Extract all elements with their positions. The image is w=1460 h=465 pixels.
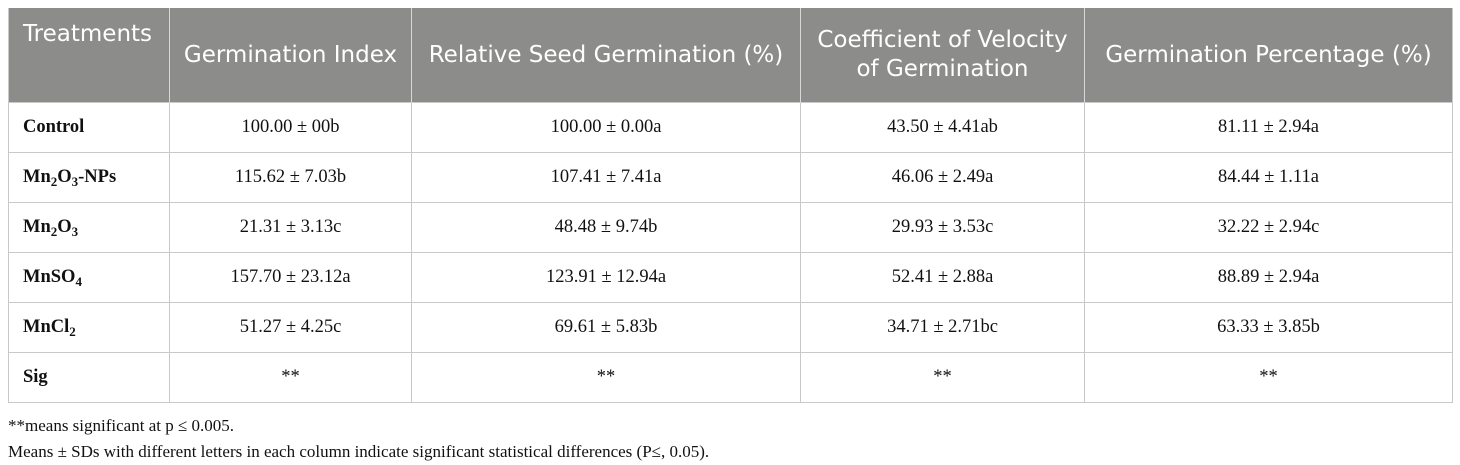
coefficient-of-velocity-cell: 52.41 ± 2.88a xyxy=(800,252,1085,303)
germination-index-cell: 51.27 ± 4.25c xyxy=(169,302,412,353)
treatment-label: Mn2O3 xyxy=(8,202,170,253)
header-treatments: Treatments xyxy=(8,8,170,103)
treatment-label: Control xyxy=(8,102,170,153)
table-row: Sig ** ** ** ** xyxy=(8,352,1453,403)
footnote-significance: **means significant at p ≤ 0.005. xyxy=(8,416,235,435)
germination-index-cell: 21.31 ± 3.13c xyxy=(169,202,412,253)
relative-seed-germination-cell: 107.41 ± 7.41a xyxy=(411,152,801,203)
subscript: 2 xyxy=(50,224,58,239)
coefficient-of-velocity-cell: 43.50 ± 4.41ab xyxy=(800,102,1085,153)
table-header: Treatments Germination Index Relative Se… xyxy=(8,8,1453,103)
germination-percentage-cell: 32.22 ± 2.94c xyxy=(1084,202,1453,253)
treatment-label: MnSO4 xyxy=(8,252,170,303)
header-coefficient-of-velocity: Coefficient of Velocity of Germination xyxy=(800,8,1085,103)
table-row: Mn2O3 21.31 ± 3.13c 48.48 ± 9.74b 29.93 … xyxy=(8,202,1453,253)
germination-percentage-cell: 84.44 ± 1.11a xyxy=(1084,152,1453,203)
germination-index-cell: 100.00 ± 00b xyxy=(169,102,412,153)
relative-seed-germination-cell: 100.00 ± 0.00a xyxy=(411,102,801,153)
table-row: MnSO4 157.70 ± 23.12a 123.91 ± 12.94a 52… xyxy=(8,252,1453,303)
coefficient-of-velocity-cell: 34.71 ± 2.71bc xyxy=(800,302,1085,353)
subscript: 3 xyxy=(71,224,79,239)
table-row: MnCl2 51.27 ± 4.25c 69.61 ± 5.83b 34.71 … xyxy=(8,302,1453,353)
subscript: 4 xyxy=(75,274,82,289)
germination-index-cell: 157.70 ± 23.12a xyxy=(169,252,412,303)
footnote-means: Means ± SDs with different letters in ea… xyxy=(8,442,710,461)
results-table: Treatments Germination Index Relative Se… xyxy=(8,8,1453,403)
relative-seed-germination-cell: ** xyxy=(411,352,801,403)
relative-seed-germination-cell: 69.61 ± 5.83b xyxy=(411,302,801,353)
germination-percentage-cell: ** xyxy=(1084,352,1453,403)
germination-percentage-cell: 63.33 ± 3.85b xyxy=(1084,302,1453,353)
treatment-label: Mn2O3-NPs xyxy=(8,152,170,203)
subscript: 2 xyxy=(50,174,58,189)
subscript: 2 xyxy=(69,324,76,339)
subscript: 3 xyxy=(71,174,79,189)
coefficient-of-velocity-cell: ** xyxy=(800,352,1085,403)
header-germination-index: Germination Index xyxy=(169,8,412,103)
coefficient-of-velocity-cell: 29.93 ± 3.53c xyxy=(800,202,1085,253)
germination-percentage-cell: 81.11 ± 2.94a xyxy=(1084,102,1453,153)
treatment-label: MnCl2 xyxy=(8,302,170,353)
germination-index-cell: 115.62 ± 7.03b xyxy=(169,152,412,203)
relative-seed-germination-cell: 48.48 ± 9.74b xyxy=(411,202,801,253)
treatment-label: Sig xyxy=(8,352,170,403)
header-relative-seed-germination: Relative Seed Germination (%) xyxy=(411,8,801,103)
table-row: Mn2O3-NPs 115.62 ± 7.03b 107.41 ± 7.41a … xyxy=(8,152,1453,203)
header-row: Treatments Germination Index Relative Se… xyxy=(8,8,1453,103)
table-container: Treatments Germination Index Relative Se… xyxy=(8,8,1453,465)
table-body: Control 100.00 ± 00b 100.00 ± 0.00a 43.5… xyxy=(8,102,1453,403)
header-germination-percentage: Germination Percentage (%) xyxy=(1084,8,1453,103)
coefficient-of-velocity-cell: 46.06 ± 2.49a xyxy=(800,152,1085,203)
table-footnotes: **means significant at p ≤ 0.005. Means … xyxy=(8,413,1452,465)
table-row: Control 100.00 ± 00b 100.00 ± 0.00a 43.5… xyxy=(8,102,1453,153)
germination-percentage-cell: 88.89 ± 2.94a xyxy=(1084,252,1453,303)
germination-index-cell: ** xyxy=(169,352,412,403)
relative-seed-germination-cell: 123.91 ± 12.94a xyxy=(411,252,801,303)
